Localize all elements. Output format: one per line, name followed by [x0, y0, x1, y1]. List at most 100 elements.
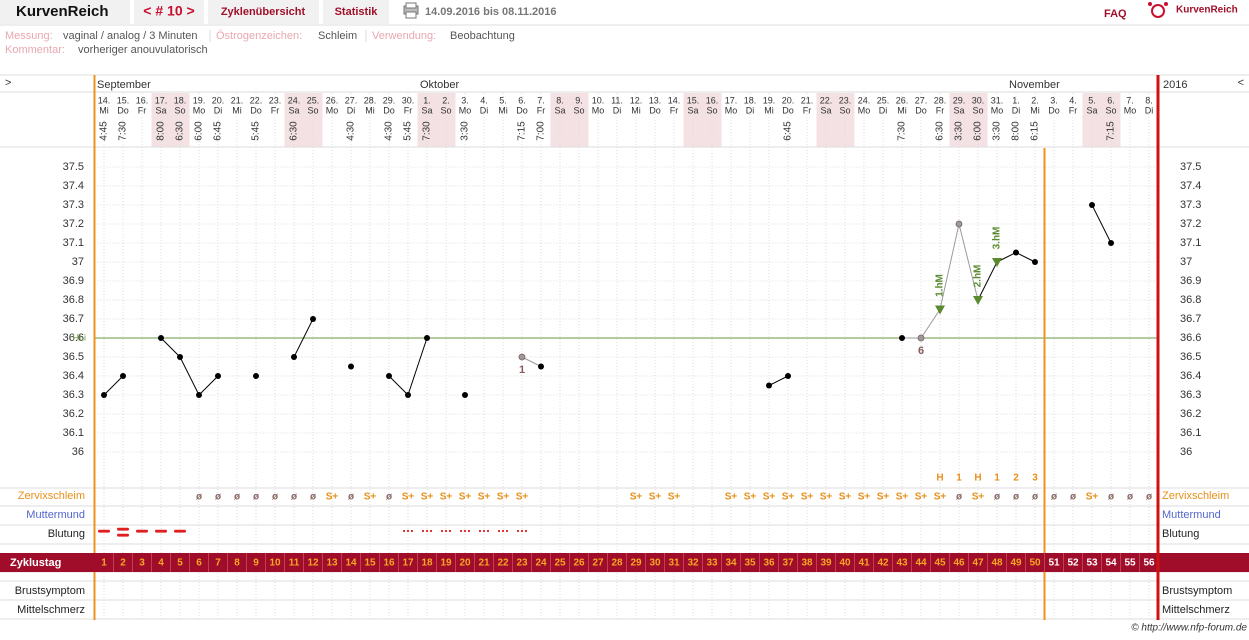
cycle-day: 44	[915, 558, 927, 569]
weekday: Sa	[1086, 105, 1097, 115]
temp-point	[766, 382, 772, 389]
weekday: Di	[746, 105, 755, 115]
cycle-day: 20	[459, 558, 471, 569]
measure-time: 5:45	[251, 121, 262, 141]
temp-point	[101, 392, 107, 398]
day-of-month: 7.	[537, 95, 545, 105]
footer: © http://www.nfp-forum.de	[1131, 623, 1247, 634]
measure-time: 3:30	[460, 121, 471, 141]
temp-point	[196, 392, 202, 398]
weekday: Sa	[820, 105, 831, 115]
y-tick-label-right: 36.8	[1180, 294, 1201, 306]
tab[interactable]	[208, 0, 319, 24]
weekday: Fr	[404, 105, 413, 115]
print-icon[interactable]	[403, 2, 419, 19]
day-of-month: 30.	[972, 95, 985, 105]
tab-label[interactable]: Zyklenübersicht	[221, 6, 306, 18]
tab[interactable]	[323, 0, 389, 24]
weekday: Di	[1012, 105, 1021, 115]
cycle-nav[interactable]: < # 10 >	[143, 3, 194, 19]
y-tick-label: 36.7	[63, 313, 84, 325]
weekday: So	[174, 105, 185, 115]
mucus-symbol: ø	[215, 492, 222, 503]
cycle-day: 21	[478, 558, 490, 569]
row-label-right: Brustsymptom	[1162, 585, 1232, 597]
coverline-label: HLi	[72, 332, 86, 342]
cycle-day: 8	[234, 558, 240, 569]
cycle-day: 18	[421, 558, 433, 569]
temp-point	[424, 335, 430, 341]
high-mark	[992, 258, 1002, 267]
weekday: So	[972, 105, 983, 115]
measure-time: 4:30	[346, 121, 357, 141]
cycle-day: 9	[253, 558, 259, 569]
weekday: Di	[347, 105, 356, 115]
day-of-month: 28.	[364, 95, 377, 105]
peak-count: 1	[994, 473, 1000, 484]
y-tick-label: 37.5	[63, 161, 84, 173]
day-of-month: 11.	[611, 95, 623, 105]
spotting-mark	[501, 529, 505, 533]
weekday: Di	[214, 105, 223, 115]
measure-time: 3:30	[954, 121, 965, 141]
temp-point	[215, 373, 221, 379]
day-of-month: 19.	[193, 95, 206, 105]
temp-point-excluded	[917, 334, 925, 342]
weekday: Do	[649, 105, 661, 115]
mucus-symbol: S+	[839, 492, 852, 503]
year-label: 2016	[1163, 79, 1187, 91]
print-out	[405, 11, 417, 19]
peak-count: 1	[956, 473, 962, 484]
measure-time: 7:30	[897, 121, 908, 141]
weekday: Di	[1145, 105, 1154, 115]
spotting-mark	[425, 529, 429, 533]
day-of-month: 26.	[896, 95, 909, 105]
weekday: Sa	[554, 105, 565, 115]
info-label: Verwendung:	[372, 30, 436, 42]
cycle-day: 15	[364, 558, 376, 569]
cycle-day: 51	[1048, 558, 1060, 569]
day-of-month: 29.	[383, 95, 396, 105]
day-of-month: 17.	[155, 95, 168, 105]
logo-dot	[1164, 2, 1168, 6]
measure-time: 6:00	[194, 121, 205, 141]
cycle-day: 45	[934, 558, 946, 569]
weekday: Do	[1048, 105, 1060, 115]
temp-segment	[160, 337, 181, 358]
y-tick-label-right: 36.1	[1180, 427, 1201, 439]
day-of-month: 19.	[763, 95, 776, 105]
mucus-symbol: ø	[234, 492, 241, 503]
mucus-symbol: S+	[326, 492, 339, 503]
cycle-day: 11	[289, 558, 300, 569]
brand: KurvenReich	[16, 3, 109, 20]
y-tick-label: 36.2	[63, 408, 84, 420]
peak-count: H	[974, 473, 981, 484]
logo-circle	[1151, 4, 1165, 18]
y-tick-label: 36.8	[63, 294, 84, 306]
day-of-month: 24.	[288, 95, 301, 105]
weekday: Sa	[421, 105, 432, 115]
cycle-day: 36	[763, 558, 775, 569]
measure-time: 7:30	[118, 121, 129, 141]
cycle-day: 14	[345, 558, 357, 569]
weekday: Di	[613, 105, 622, 115]
row-label: Brustsymptom	[15, 585, 85, 597]
weekday: Mo	[326, 105, 339, 115]
weekday: Mo	[725, 105, 738, 115]
faq[interactable]: FAQ	[1104, 8, 1127, 20]
weekday: Mo	[991, 105, 1004, 115]
day-of-month: 23.	[839, 95, 852, 105]
measure-time: 3:30	[992, 121, 1003, 141]
weekday: Mi	[764, 105, 774, 115]
cycle-day: 16	[383, 558, 395, 569]
tab-label[interactable]: Statistik	[335, 6, 379, 18]
day-of-month: 22.	[250, 95, 263, 105]
info-value: Beobachtung	[450, 30, 515, 42]
nav-tab[interactable]	[134, 0, 204, 24]
peak-count: 2	[1013, 473, 1019, 484]
mucus-symbol: ø	[994, 492, 1001, 503]
cycle-day: 48	[991, 558, 1003, 569]
cycle-day: 35	[744, 558, 756, 569]
day-of-month: 2.	[1031, 95, 1039, 105]
